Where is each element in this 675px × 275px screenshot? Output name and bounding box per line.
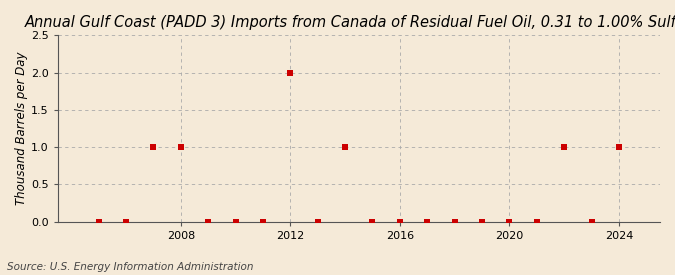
Point bbox=[531, 219, 542, 224]
Point bbox=[313, 219, 323, 224]
Text: Source: U.S. Energy Information Administration: Source: U.S. Energy Information Administ… bbox=[7, 262, 253, 272]
Point bbox=[285, 70, 296, 75]
Point bbox=[176, 145, 186, 149]
Point bbox=[450, 219, 460, 224]
Point bbox=[340, 145, 350, 149]
Point bbox=[121, 219, 132, 224]
Point bbox=[422, 219, 433, 224]
Point bbox=[477, 219, 487, 224]
Point bbox=[202, 219, 213, 224]
Point bbox=[148, 145, 159, 149]
Point bbox=[614, 145, 624, 149]
Point bbox=[586, 219, 597, 224]
Point bbox=[230, 219, 241, 224]
Point bbox=[504, 219, 515, 224]
Y-axis label: Thousand Barrels per Day: Thousand Barrels per Day bbox=[15, 52, 28, 205]
Point bbox=[367, 219, 378, 224]
Point bbox=[258, 219, 269, 224]
Point bbox=[559, 145, 570, 149]
Title: Annual Gulf Coast (PADD 3) Imports from Canada of Residual Fuel Oil, 0.31 to 1.0: Annual Gulf Coast (PADD 3) Imports from … bbox=[25, 15, 675, 30]
Point bbox=[394, 219, 405, 224]
Point bbox=[93, 219, 104, 224]
